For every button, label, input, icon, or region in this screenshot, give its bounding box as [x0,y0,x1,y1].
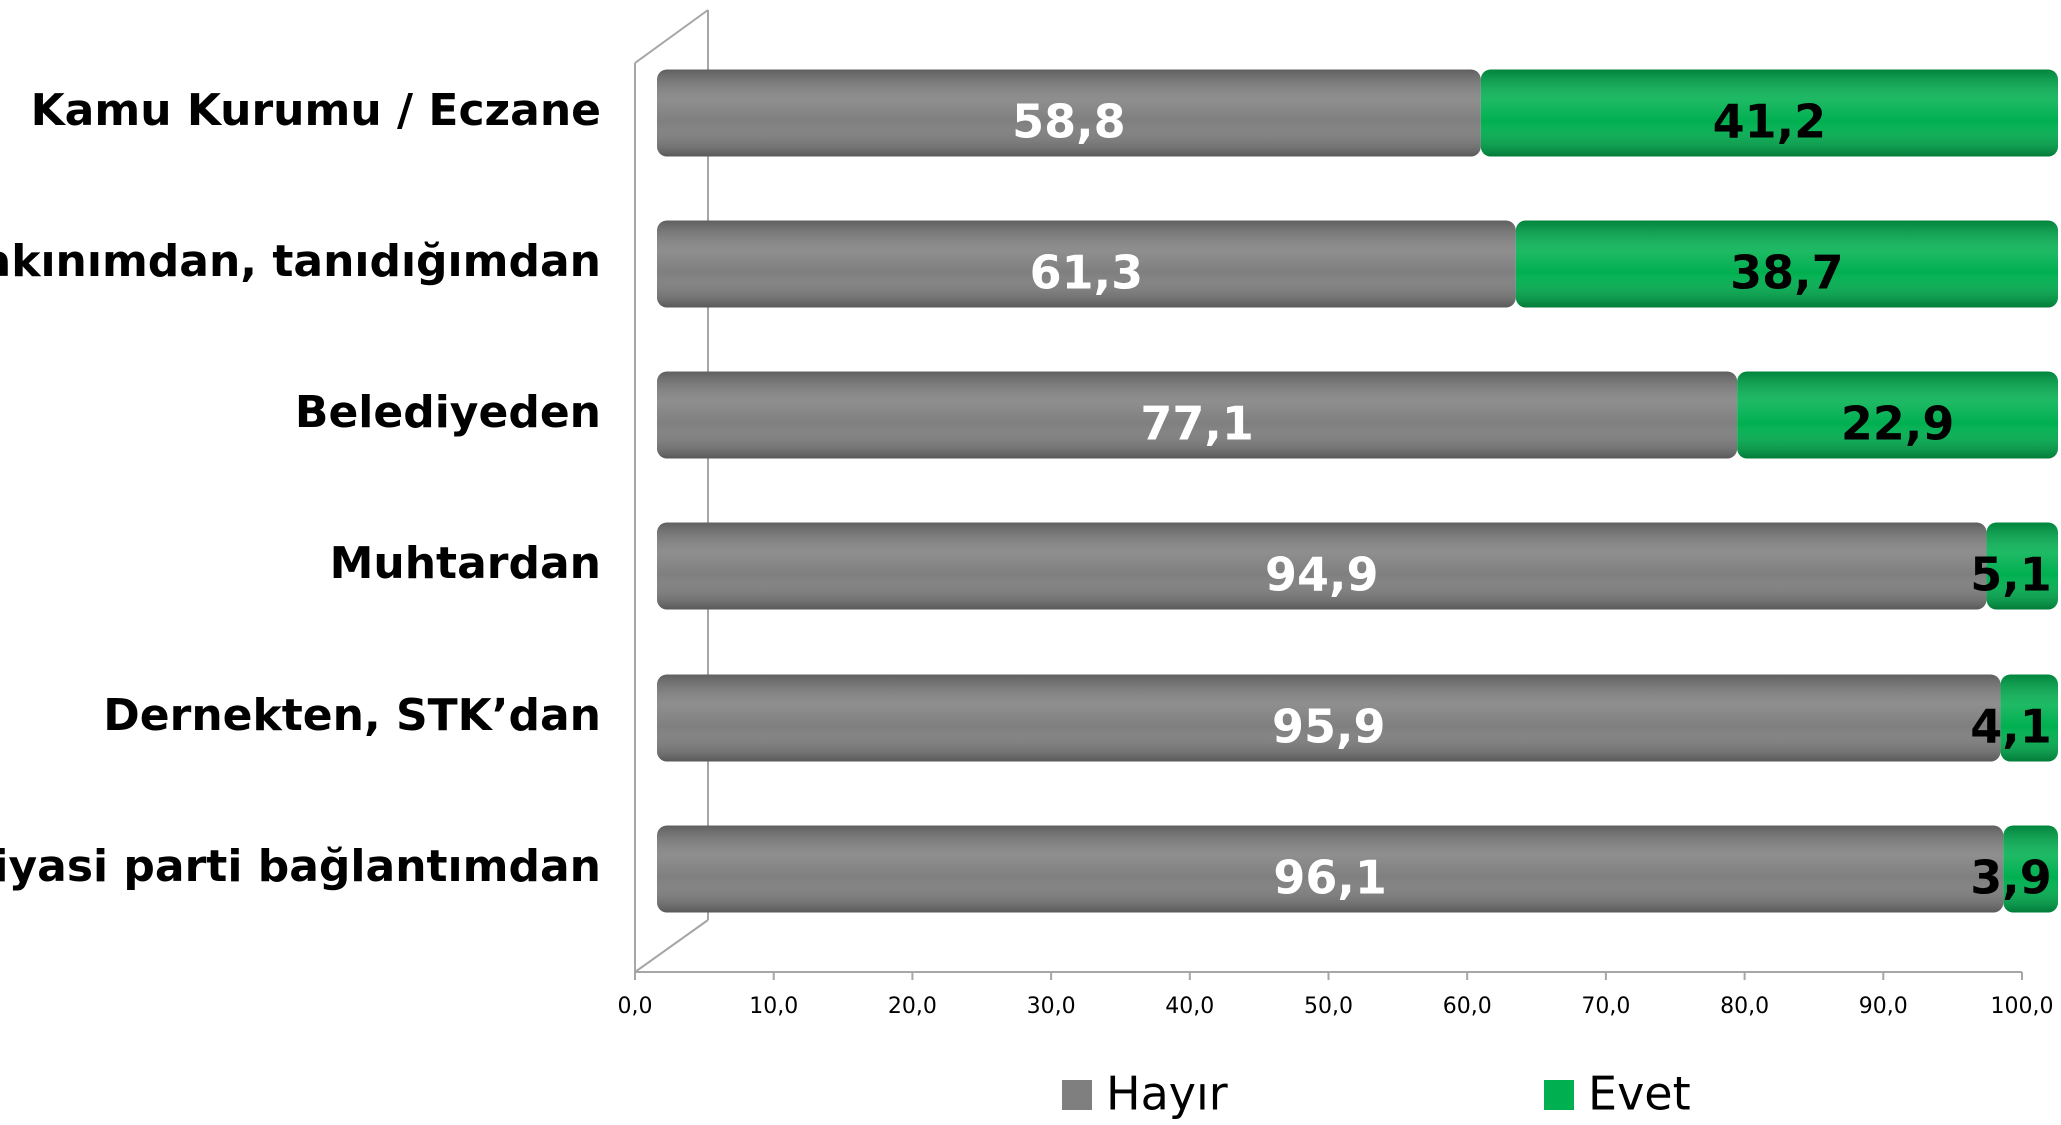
x-tick-label: 20,0 [888,994,937,1019]
x-tick-label: 0,0 [618,994,653,1019]
data-label: 96,1 [1273,851,1387,905]
x-tick-label: 10,0 [749,994,798,1019]
category-label: Belediyeden [295,387,601,438]
x-tick-label: 30,0 [1027,994,1076,1019]
data-label: 95,9 [1272,700,1386,754]
x-tick-label: 50,0 [1304,994,1353,1019]
category-label: Dernekten, STK’dan [103,690,601,741]
data-label: 4,1 [1970,700,2052,754]
category-label: Kamu Kurumu / Eczane [31,85,601,136]
data-label: 22,9 [1841,397,1955,451]
data-label: 3,9 [1970,851,2052,905]
legend-swatch [1062,1080,1092,1110]
data-label: 41,2 [1713,95,1827,149]
data-label: 94,9 [1265,548,1379,602]
x-tick-label: 100,0 [1991,994,2054,1019]
legend-label: Evet [1588,1067,1691,1121]
legend-swatch [1544,1080,1574,1110]
x-tick-label: 40,0 [1165,994,1214,1019]
data-label: 58,8 [1012,95,1126,149]
category-label: Muhtardan [330,538,601,589]
x-tick-label: 60,0 [1443,994,1492,1019]
x-tick-label: 70,0 [1581,994,1630,1019]
data-label: 38,7 [1730,246,1844,300]
category-label: Siyasi parti bağlantımdan [0,841,601,892]
legend-label: Hayır [1106,1067,1228,1121]
data-label: 61,3 [1030,246,1144,300]
data-label: 77,1 [1140,397,1254,451]
data-label: 5,1 [1970,548,2052,602]
x-tick-label: 90,0 [1859,994,1908,1019]
chart: 0,0 10,0 20,0 30,0 40,0 50,0 60,0 70,0 80,0 90,0 1… [0,0,2061,1125]
x-tick-label: 80,0 [1720,994,1769,1019]
category-label: Yakınımdan, tanıdığımdan [0,236,601,287]
